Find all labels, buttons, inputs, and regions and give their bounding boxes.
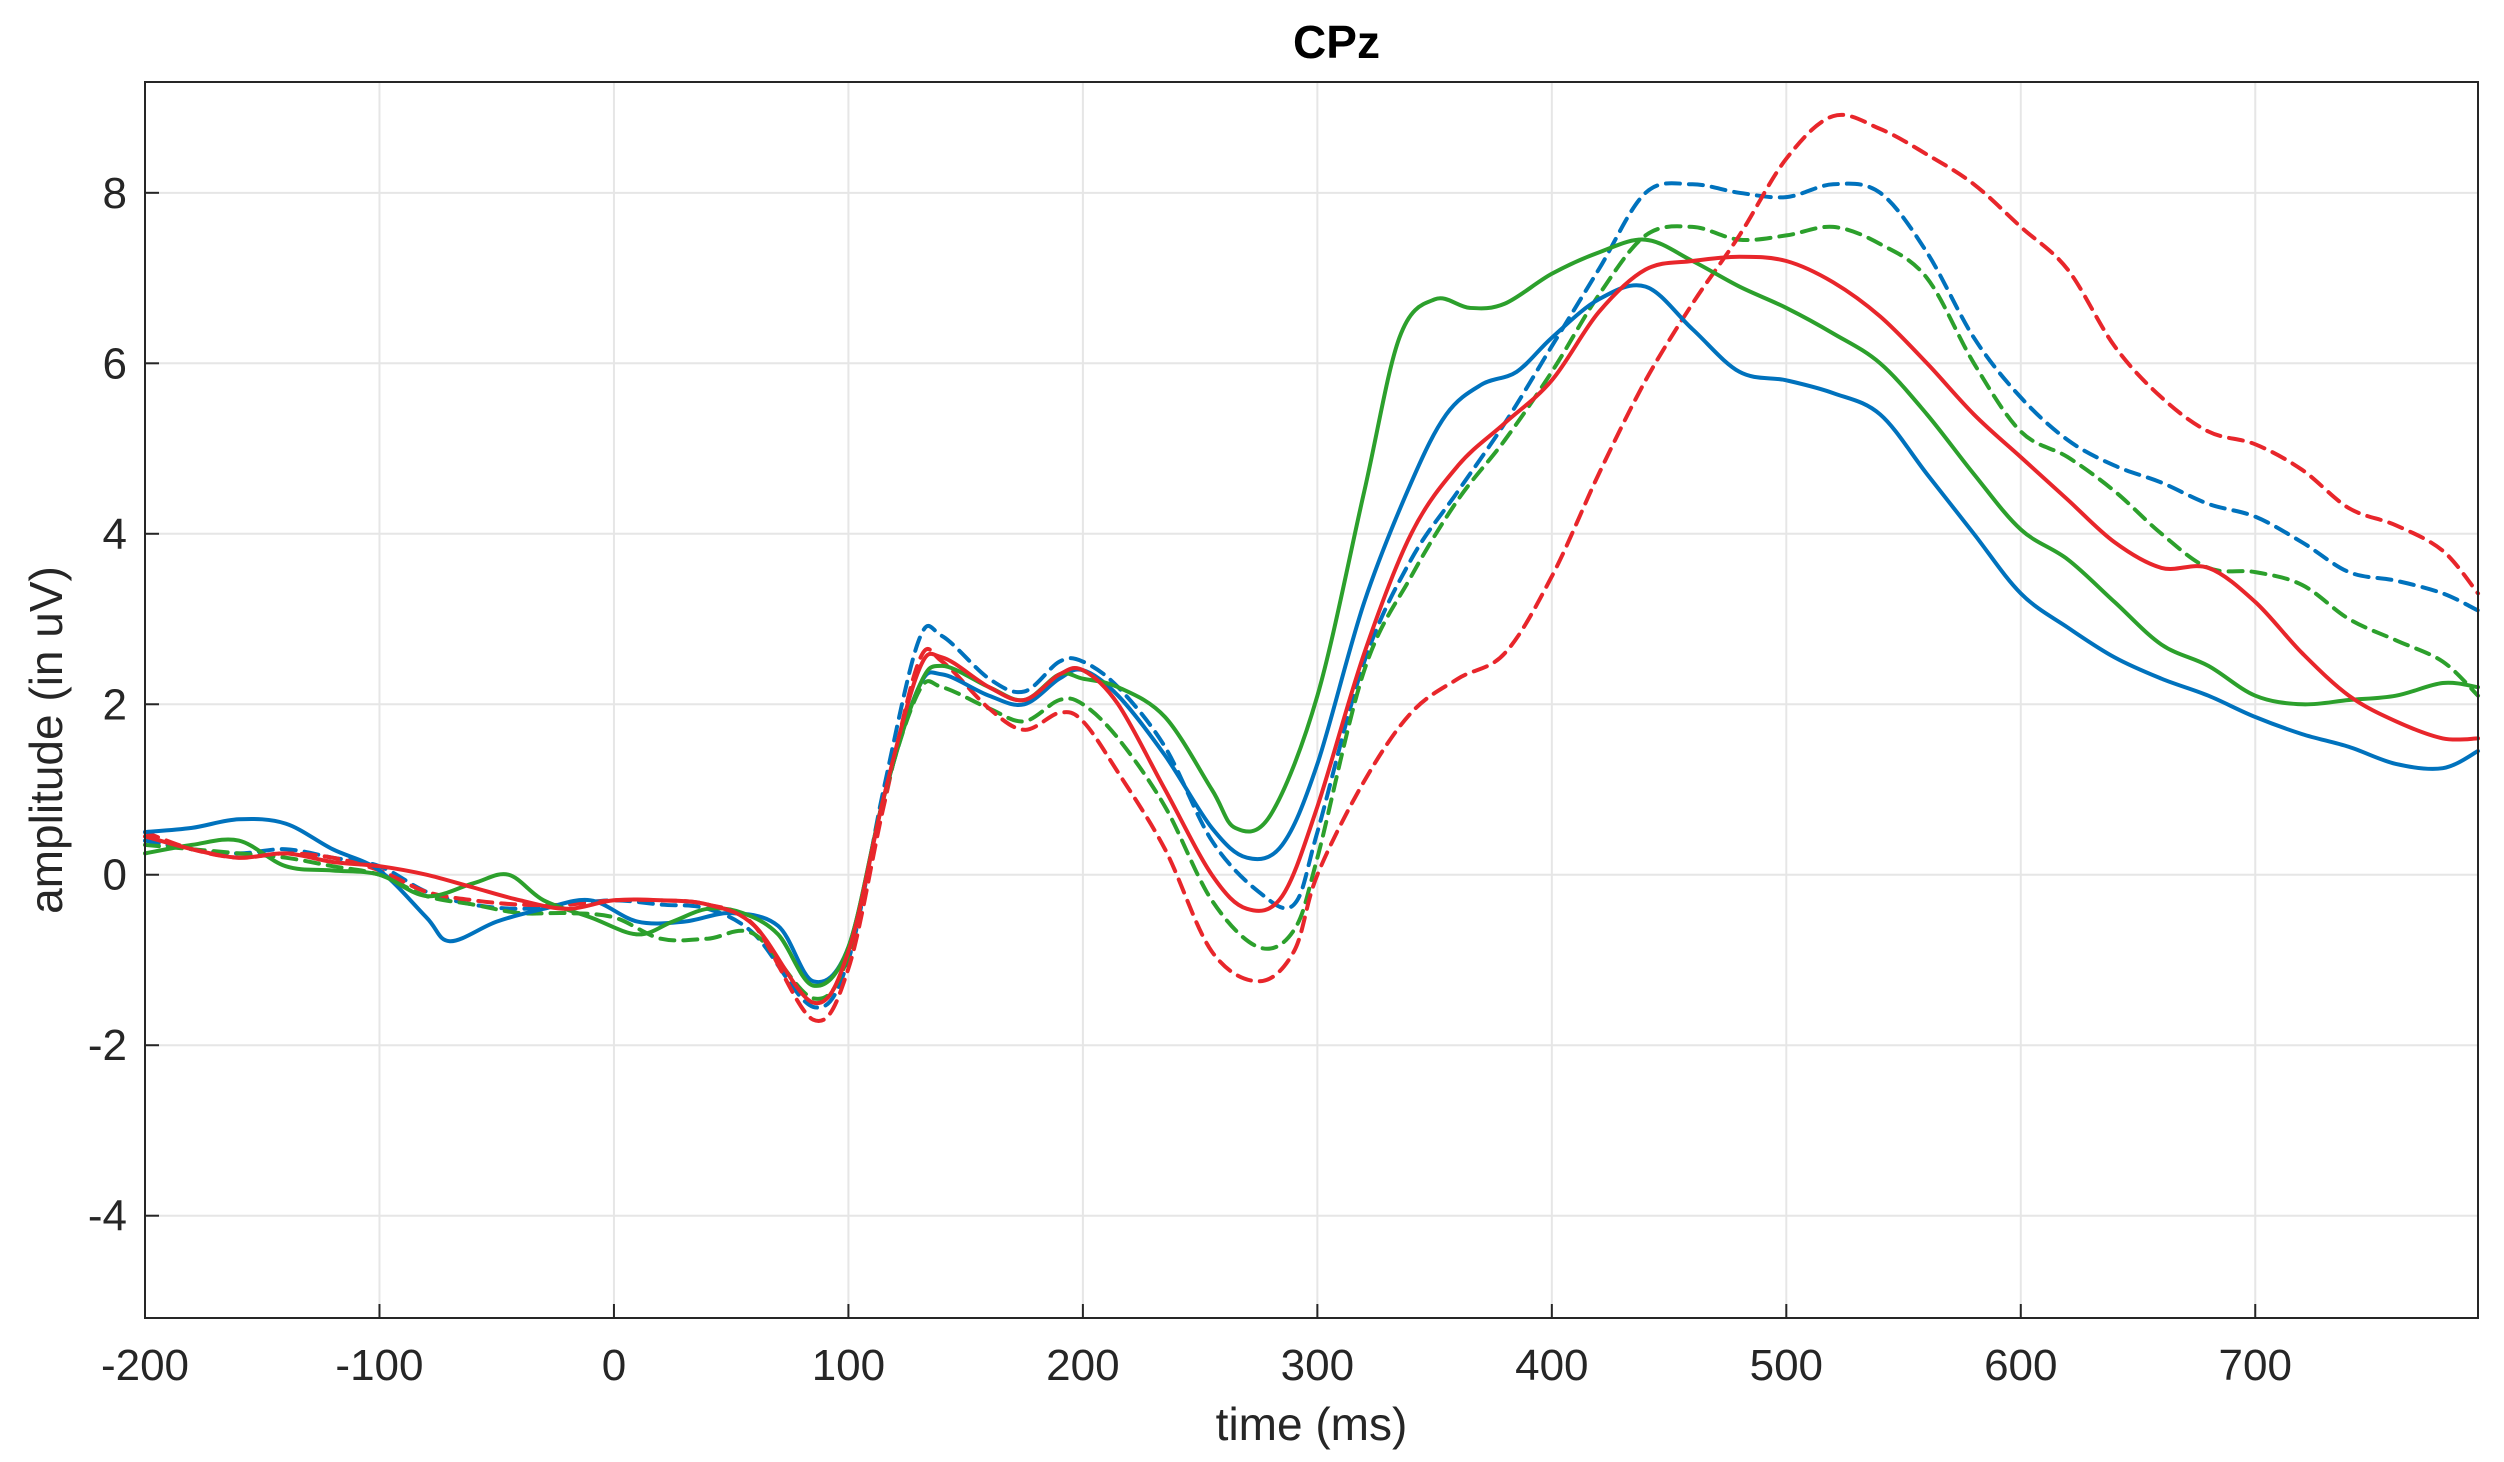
x-tick-label: -100 [335, 1341, 423, 1390]
series-line-blue-dashed [143, 181, 2480, 1010]
y-axis-ticks: -4 -2 0 2 4 6 8 [88, 169, 159, 1241]
x-tick-label: -200 [101, 1341, 189, 1390]
x-axis-ticks: -200 -100 0 100 200 300 400 500 600 700 [101, 1304, 2292, 1390]
axes-box [144, 81, 2479, 1319]
y-tick-label: -4 [88, 1192, 127, 1241]
x-tick-label: 600 [1984, 1341, 2057, 1390]
y-tick-label: 8 [103, 169, 127, 218]
y-axis-label: amplitude (in uV) [20, 566, 72, 914]
series-line-red-dashed [143, 112, 2480, 1023]
y-tick-label: 6 [103, 339, 127, 388]
plot-series [143, 112, 2480, 1023]
series-line-blue-solid [143, 283, 2480, 985]
y-tick-label: -2 [88, 1021, 127, 1070]
y-tick-label: 2 [103, 680, 127, 729]
x-tick-label: 400 [1515, 1341, 1588, 1390]
y-tick-label: 4 [103, 510, 127, 559]
x-tick-label: 100 [812, 1341, 885, 1390]
x-tick-label: 300 [1281, 1341, 1354, 1390]
series-line-green-dashed [143, 224, 2480, 1001]
y-tick-label: 0 [103, 851, 127, 900]
x-tick-label: 500 [1750, 1341, 1823, 1390]
series-line-red-solid [143, 254, 2480, 1006]
series-line-green-solid [143, 237, 2480, 988]
x-axis-label: time (ms) [1216, 1398, 1408, 1450]
x-tick-label: 700 [2219, 1341, 2292, 1390]
x-tick-label: 0 [602, 1341, 626, 1390]
chart-title: CPz [1293, 16, 1380, 68]
grid-lines [144, 82, 2478, 1318]
x-tick-label: 200 [1046, 1341, 1119, 1390]
